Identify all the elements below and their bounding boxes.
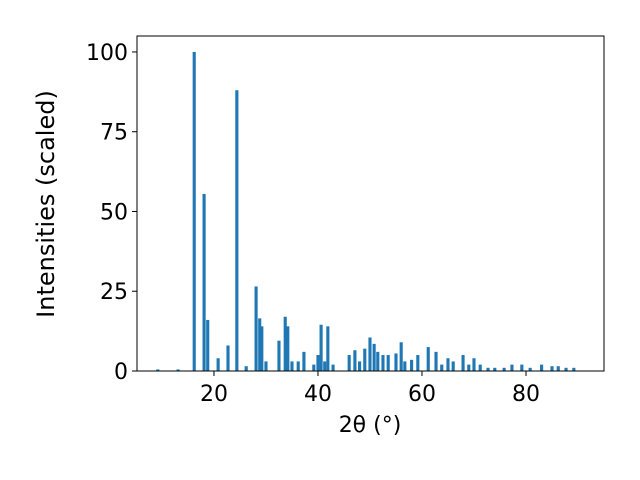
- bar: [353, 350, 357, 371]
- bar: [290, 361, 294, 371]
- bar: [410, 359, 414, 371]
- bar: [264, 361, 268, 371]
- bar: [478, 364, 482, 371]
- bar: [358, 361, 362, 371]
- bar: [381, 355, 385, 371]
- bar: [520, 364, 524, 371]
- bar: [283, 316, 287, 371]
- bar: [347, 355, 351, 371]
- bar: [528, 367, 532, 371]
- bar: [323, 361, 327, 371]
- bar: [493, 367, 497, 371]
- bar: [326, 326, 330, 371]
- bar: [296, 361, 300, 371]
- y-tick-label: 25: [100, 280, 128, 305]
- bar: [540, 364, 544, 371]
- bar: [302, 351, 306, 371]
- y-tick-label: 75: [100, 121, 128, 146]
- x-tick-label: 60: [408, 382, 436, 407]
- bar: [556, 366, 560, 371]
- bar: [376, 351, 380, 371]
- bar: [451, 361, 455, 371]
- bar: [258, 318, 262, 371]
- bar: [363, 348, 367, 371]
- x-tick-label: 40: [304, 382, 332, 407]
- bar: [461, 355, 465, 371]
- bar: [202, 193, 206, 371]
- bar: [372, 343, 376, 371]
- bar: [206, 319, 210, 371]
- bar: [244, 366, 248, 371]
- bar: [368, 337, 372, 371]
- bar: [564, 367, 568, 371]
- y-tick-label: 100: [86, 41, 128, 66]
- bar: [156, 369, 160, 371]
- bar: [277, 340, 281, 371]
- bar: [446, 358, 450, 371]
- bar: [286, 326, 290, 371]
- bar: [394, 353, 398, 371]
- bar: [399, 342, 403, 371]
- bar: [467, 364, 471, 371]
- bar: [510, 364, 514, 371]
- bar: [416, 355, 420, 371]
- bar: [235, 90, 239, 371]
- y-tick-label: 50: [100, 200, 128, 225]
- bar: [260, 326, 264, 371]
- bar: [331, 364, 335, 371]
- bar: [386, 355, 390, 371]
- bar: [254, 286, 258, 371]
- bar: [316, 355, 320, 371]
- bar: [176, 369, 180, 371]
- bar: [440, 364, 444, 371]
- x-tick-label: 20: [200, 382, 228, 407]
- y-tick-label: 0: [114, 360, 128, 385]
- bar: [226, 345, 230, 371]
- bar: [312, 364, 316, 371]
- bar: [426, 347, 430, 371]
- bar: [486, 367, 490, 371]
- bar: [216, 358, 220, 371]
- bar: [572, 367, 576, 371]
- bar: [403, 361, 407, 371]
- x-tick-label: 80: [512, 382, 540, 407]
- bar: [434, 351, 438, 371]
- bar: [502, 367, 506, 371]
- bar: [472, 358, 476, 371]
- bar: [319, 324, 323, 371]
- bar: [550, 366, 554, 371]
- x-axis-label: 2θ (°): [339, 413, 402, 438]
- y-axis-label: Intensities (scaled): [32, 90, 60, 318]
- bar: [192, 51, 196, 371]
- axes-frame: [136, 35, 605, 372]
